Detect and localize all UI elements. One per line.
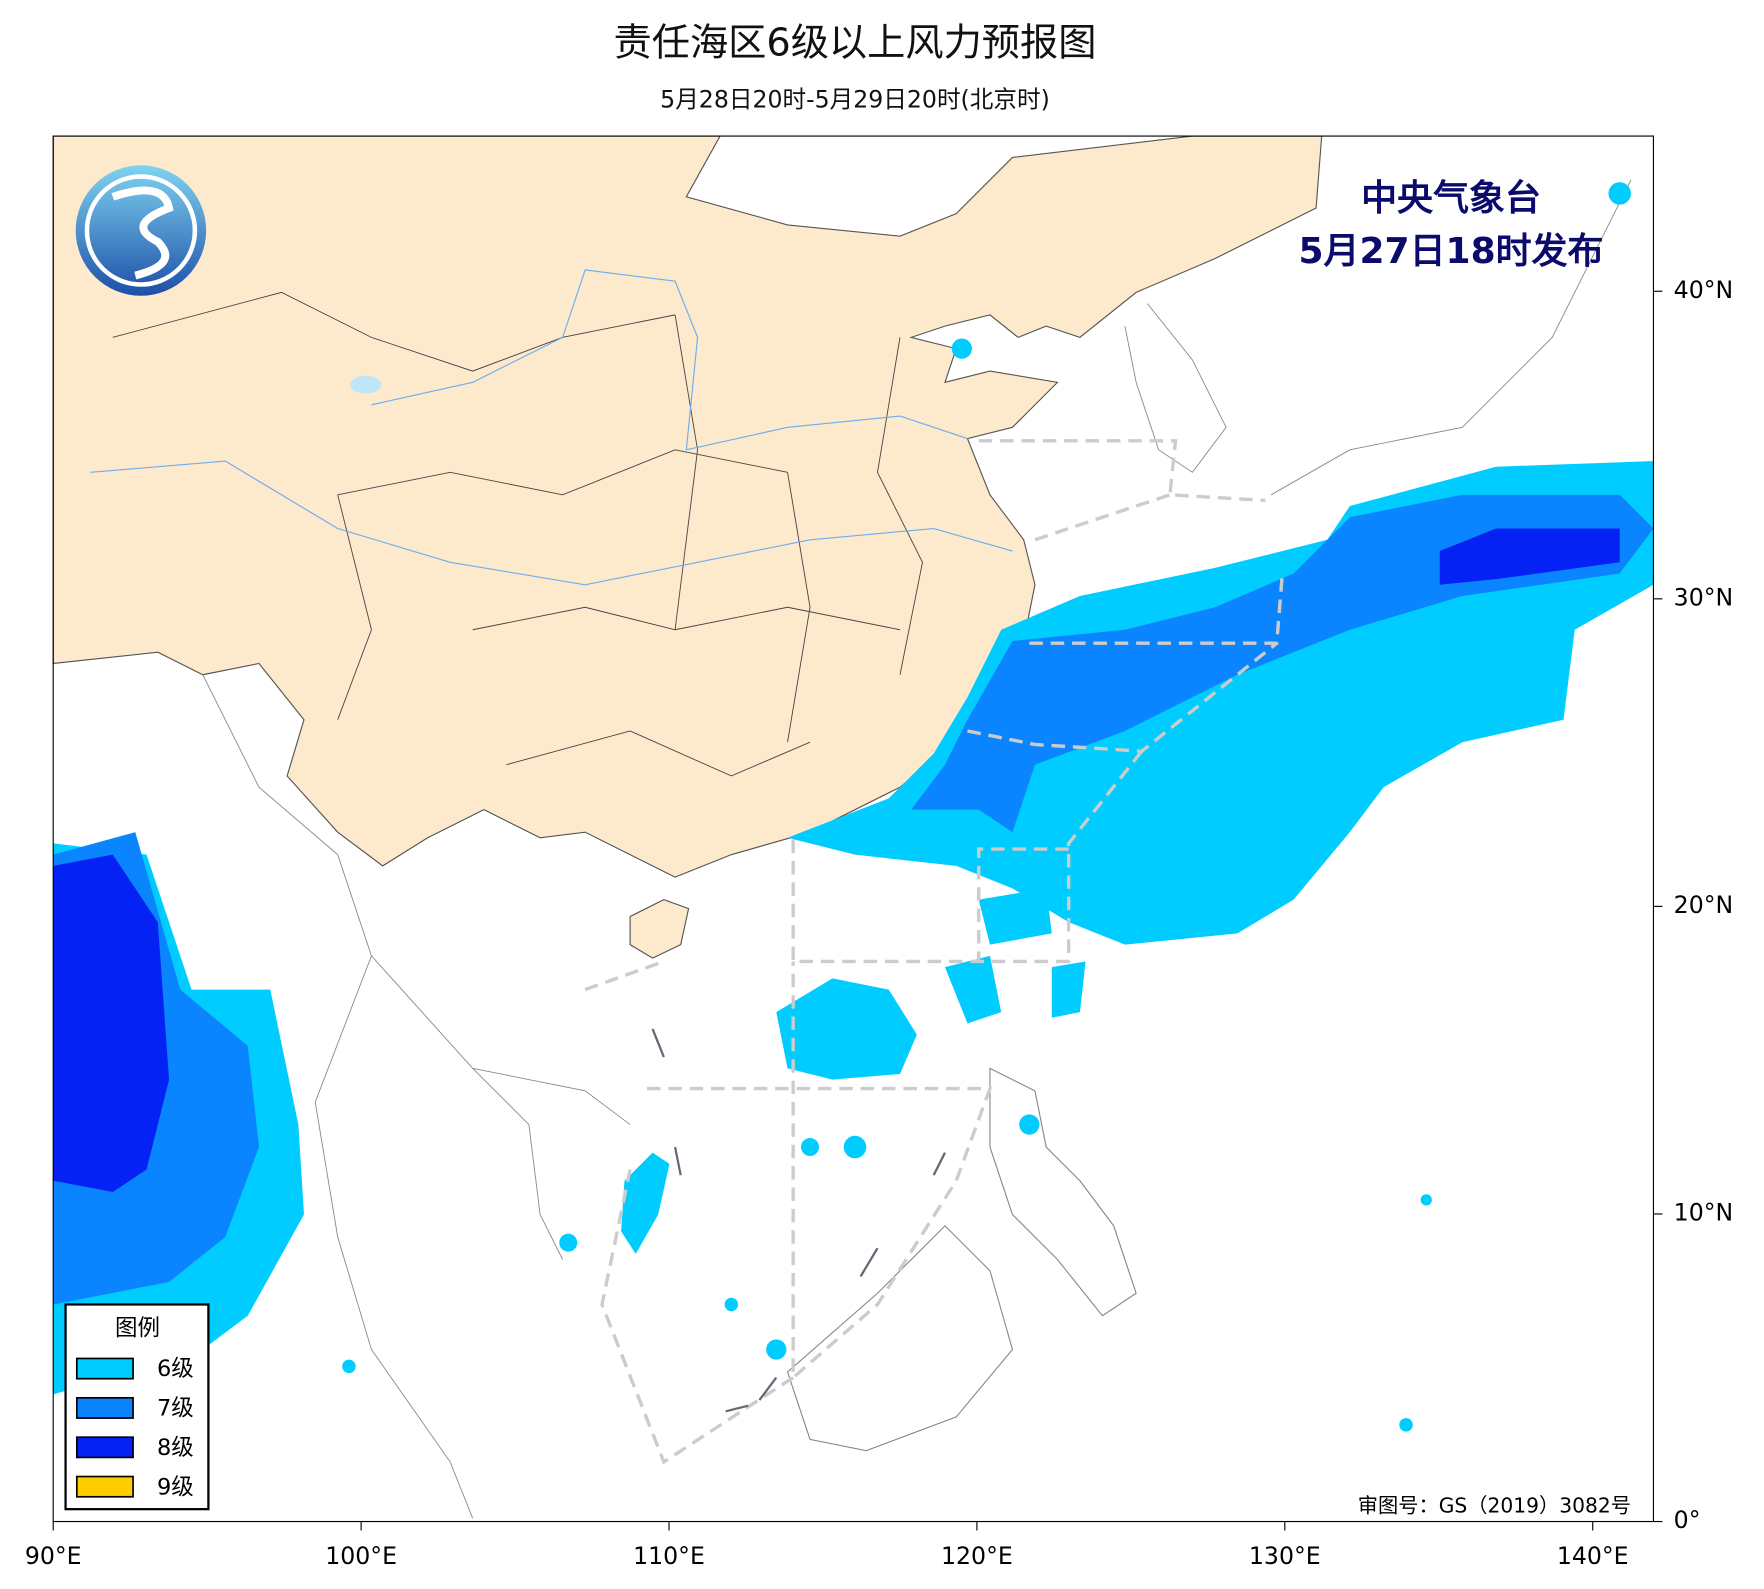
neighbor-borders — [202, 179, 1632, 1519]
subtitle: 5月28日20时-5月29日20时(北京时) — [660, 86, 1050, 114]
x-tick-label: 130°E — [1249, 1542, 1321, 1570]
legend: 图例 6级 7级 8级 9级 — [64, 1303, 210, 1511]
x-tick-label: 120°E — [941, 1542, 1013, 1570]
approval-number: 审图号：GS（2019）3082号 — [1358, 1493, 1631, 1517]
legend-title: 图例 — [115, 1316, 160, 1342]
map-frame — [52, 135, 1655, 1523]
legend-swatch — [75, 1475, 134, 1498]
legend-swatch — [75, 1396, 134, 1419]
x-tick-label: 90°E — [25, 1542, 82, 1570]
rivers — [90, 269, 1013, 586]
legend-label: 6级 — [157, 1356, 194, 1382]
logo — [75, 165, 207, 296]
legend-label: 9级 — [157, 1474, 194, 1500]
legend-label: 8级 — [157, 1435, 194, 1461]
map-area — [52, 135, 1654, 1522]
wind-8 — [53, 528, 1620, 1193]
y-tick-label: 20°N — [1674, 891, 1734, 919]
sea-area-boundaries — [584, 439, 1285, 1465]
y-tick-label: 10°N — [1674, 1198, 1734, 1226]
title: 责任海区6级以上风力预报图 — [614, 21, 1097, 65]
publisher-name: 中央气象台 — [1361, 178, 1541, 219]
philippines — [989, 1067, 1137, 1317]
legend-swatch — [75, 1436, 134, 1459]
x-tick-label: 100°E — [325, 1542, 397, 1570]
x-tick-label: 140°E — [1557, 1542, 1629, 1570]
lake — [350, 375, 382, 394]
axes: 90°E 100°E 110°E 120°E 130°E 140°E 0° 10°N 20°N 3… — [25, 276, 1733, 1570]
provinces — [112, 291, 923, 777]
y-tick-label: 40°N — [1674, 276, 1734, 304]
nine-dash-line — [651, 1028, 946, 1413]
hainan — [629, 899, 690, 959]
y-tick-label: 0° — [1674, 1506, 1701, 1534]
legend-swatch — [75, 1357, 134, 1380]
legend-label: 7级 — [157, 1396, 194, 1422]
y-tick-label: 30°N — [1674, 583, 1734, 611]
issue-time: 5月27日18时发布 — [1299, 231, 1604, 272]
x-tick-label: 110°E — [633, 1542, 705, 1570]
